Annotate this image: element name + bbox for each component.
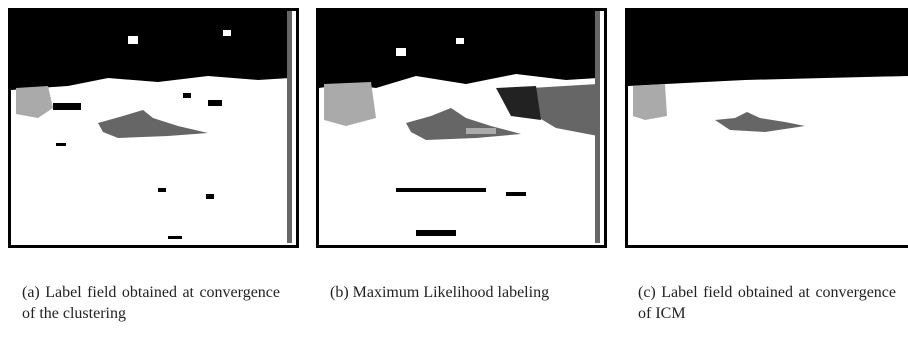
caption-b: (b) Maximum Likelihood labeling xyxy=(330,282,586,303)
page: {"figures": [ {"caption": "(a) Label fie… xyxy=(0,0,908,354)
segmentation-image-b xyxy=(316,8,607,248)
caption-a: (a) Label field obtained at convergence … xyxy=(22,282,280,324)
segmentation-image-c xyxy=(625,8,908,248)
caption-c: (c) Label field obtained at convergence … xyxy=(638,282,896,324)
segmentation-image-a xyxy=(8,8,299,248)
